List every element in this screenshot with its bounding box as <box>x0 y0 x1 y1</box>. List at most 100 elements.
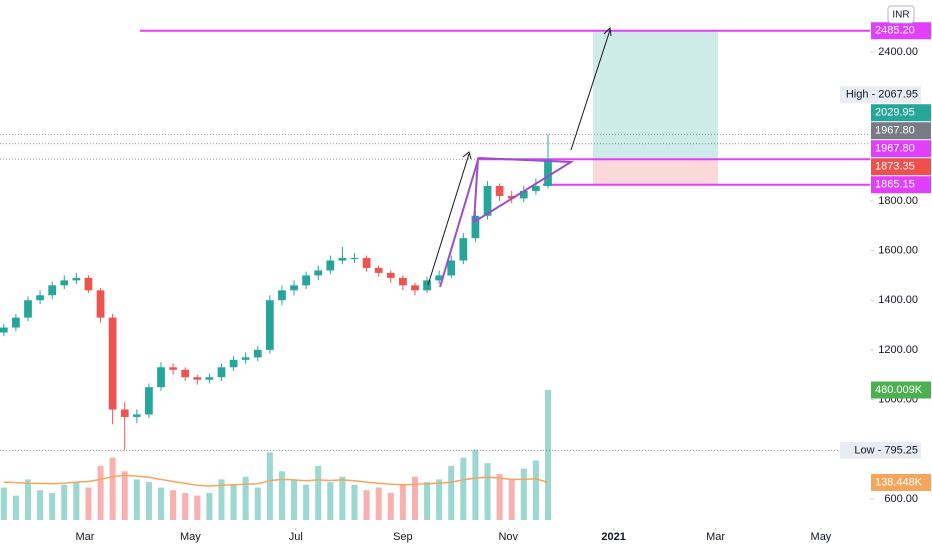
currency-label: INR <box>892 10 909 21</box>
candle-body <box>265 300 274 350</box>
price-tag-label: High - 2067.95 <box>846 89 918 101</box>
candle-body <box>423 280 431 291</box>
volume-bar <box>206 492 213 520</box>
candle-body <box>60 280 69 286</box>
volume-bar <box>339 476 346 520</box>
price-tag-label: 2485.20 <box>875 25 915 37</box>
candle-body <box>459 238 468 261</box>
price-tag <box>871 122 931 140</box>
volume-bar <box>133 479 140 520</box>
x-tick-label: May <box>811 531 832 543</box>
volume-bar <box>24 479 32 520</box>
price-tag-label: 1865.15 <box>875 179 915 191</box>
candle-body <box>302 275 310 286</box>
candle-body <box>278 290 286 301</box>
candle-body <box>84 277 93 291</box>
candle-body <box>205 377 214 380</box>
volume-bar <box>61 484 68 520</box>
volume-bar <box>327 482 334 520</box>
volume-bar <box>363 490 370 520</box>
volume-bar <box>448 465 455 520</box>
volume-bar <box>544 389 552 520</box>
volume-bar <box>242 476 249 520</box>
candle-body <box>447 260 456 276</box>
candle-body <box>193 377 202 380</box>
candle-body <box>36 295 44 301</box>
price-tag <box>840 86 921 104</box>
volume-tag <box>871 474 931 492</box>
volume-tag <box>871 381 931 399</box>
volume-bar <box>496 473 503 520</box>
candle-body <box>374 267 383 273</box>
volume-layer <box>0 389 552 520</box>
candle-body <box>338 258 347 261</box>
x-tick-label: Sep <box>393 531 413 543</box>
candle-body <box>229 359 238 368</box>
volume-bar <box>12 495 19 520</box>
price-tag-label: 1873.35 <box>875 161 915 173</box>
price-tag <box>871 22 931 40</box>
candle-body <box>544 159 552 186</box>
volume-bar <box>97 465 104 520</box>
candle-body <box>120 409 129 417</box>
volume-bar <box>399 484 406 520</box>
price-tag <box>871 104 931 122</box>
candle-body <box>12 317 20 328</box>
y-tick-label: 2400.00 <box>878 46 918 58</box>
volume-bar <box>375 487 382 520</box>
volume-bar <box>484 463 491 520</box>
candle-body <box>24 300 32 318</box>
volume-bar <box>182 492 189 520</box>
candle-body <box>507 195 516 199</box>
price-tag-label: Low - 795.25 <box>854 444 918 456</box>
candle-body <box>108 317 117 410</box>
volume-bar <box>37 490 44 520</box>
y-tick-label: 1800.00 <box>878 195 918 207</box>
candle-body <box>132 414 141 417</box>
volume-bar <box>436 479 443 520</box>
candle-body <box>253 349 262 358</box>
arrow <box>427 153 470 286</box>
volume-tag-label: 480.009K <box>875 384 923 396</box>
candle-body <box>217 367 226 378</box>
candle-body <box>326 260 335 271</box>
volume-bar <box>145 482 152 520</box>
candle-body <box>48 285 57 296</box>
volume-bar <box>424 482 431 520</box>
price-tag <box>871 140 931 158</box>
candle-body <box>96 290 105 318</box>
candle-body <box>290 285 298 291</box>
candle-body <box>483 185 492 216</box>
candle-body <box>532 185 540 191</box>
volume-bar <box>315 465 322 520</box>
candle-body <box>169 367 177 370</box>
volume-bar <box>0 487 7 520</box>
candle-body <box>0 327 8 333</box>
volume-bar <box>411 476 418 520</box>
volume-bar <box>508 479 515 520</box>
x-tick-label: May <box>180 531 201 543</box>
position-layer <box>0 30 870 451</box>
arrow-head <box>462 151 472 160</box>
candle-body <box>471 215 480 239</box>
price-tag <box>871 158 931 176</box>
arrow <box>570 29 611 151</box>
price-tag-label: 1967.80 <box>875 125 915 137</box>
volume-tag-label: 138.448K <box>875 476 923 488</box>
price-tag-label: 2029.95 <box>875 107 915 119</box>
triangle-pattern <box>472 157 575 224</box>
volume-bar <box>460 457 467 520</box>
candle-body <box>314 270 323 276</box>
volume-bar <box>351 484 358 520</box>
price-tag <box>840 441 921 459</box>
volume-bar <box>520 468 527 520</box>
candle-body <box>411 285 419 291</box>
x-tick-label: 2021 <box>601 531 625 543</box>
volume-bar <box>218 479 225 520</box>
volume-bar <box>532 460 539 520</box>
volume-bar <box>266 452 273 520</box>
volume-bar <box>472 449 479 520</box>
candle-body <box>181 369 190 378</box>
